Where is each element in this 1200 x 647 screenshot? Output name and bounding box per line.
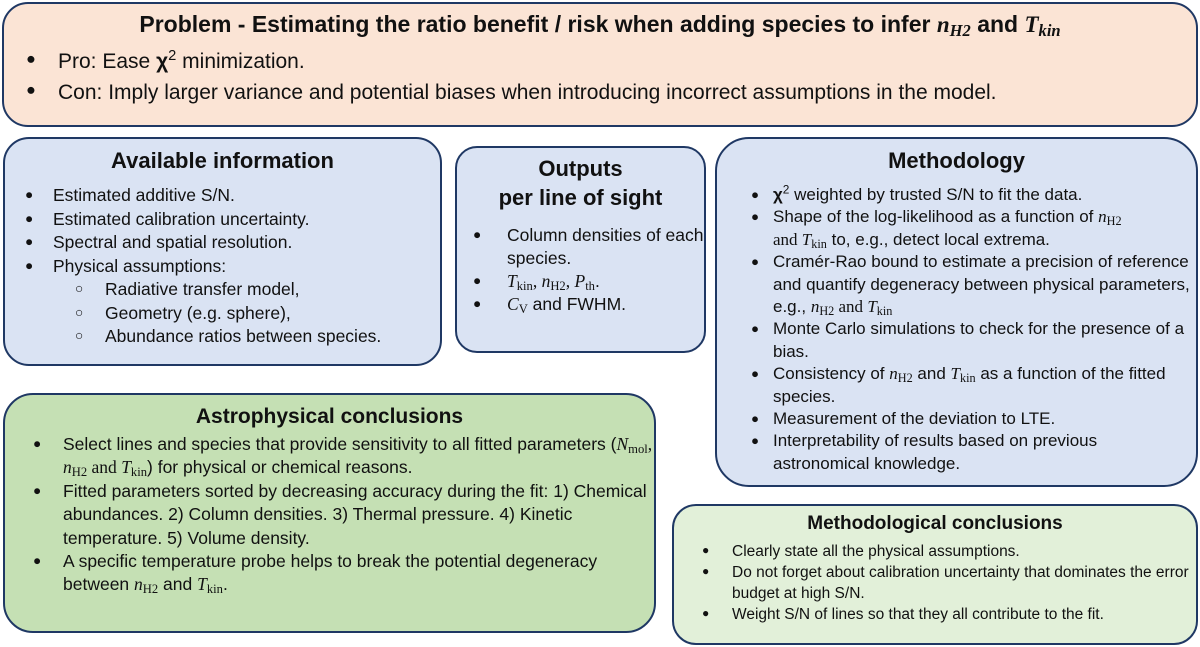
list-item: Fitted parameters sorted by decreasing a… xyxy=(33,480,654,550)
astrophysical-conclusions-title: Astrophysical conclusions xyxy=(195,405,464,428)
list-item: Consistency of nH2 and Tkin as a functio… xyxy=(751,363,1196,408)
list-item: CV and FWHM. xyxy=(473,293,704,316)
list-item: Tkin, nH2, Pth. xyxy=(473,270,704,293)
problem-list: Pro: Ease χ2 minimization. Con: Imply la… xyxy=(26,46,1196,108)
available-information-box: Available information Estimated additive… xyxy=(3,137,442,366)
symbol-n-h2: nH2 xyxy=(936,12,971,41)
astrophysical-conclusions-list: Select lines and species that provide se… xyxy=(33,433,654,597)
methodology-list: χ2 weighted by trusted S/N to fit the da… xyxy=(751,184,1196,475)
list-item: Do not forget about calibration uncertai… xyxy=(702,562,1196,604)
methodology-box: Methodology χ2 weighted by trusted S/N t… xyxy=(715,137,1198,487)
list-item: Weight S/N of lines so that they all con… xyxy=(702,604,1196,625)
outputs-list: Column densities of each species. Tkin, … xyxy=(473,224,704,316)
available-information-title: Available information xyxy=(111,148,334,173)
methodological-conclusions-title: Methodological conclusions xyxy=(807,513,1063,534)
methodological-conclusions-list: Clearly state all the physical assumptio… xyxy=(702,541,1196,625)
list-item: Physical assumptions: xyxy=(25,255,440,279)
list-item: Shape of the log-likelihood as a functio… xyxy=(751,206,1196,251)
outputs-box: Outputs per line of sight Column densiti… xyxy=(455,146,706,353)
problem-title: Problem - Estimating the ratio benefit /… xyxy=(139,11,1061,41)
available-information-list: Estimated additive S/N. Estimated calibr… xyxy=(25,184,440,349)
list-item: Interpretability of results based on pre… xyxy=(751,430,1196,475)
list-item: A specific temperature probe helps to br… xyxy=(33,550,654,597)
list-item: Measurement of the deviation to LTE. xyxy=(751,408,1196,430)
sub-list-item: Radiative transfer model, xyxy=(25,278,440,302)
methodological-conclusions-box: Methodological conclusions Clearly state… xyxy=(672,504,1198,645)
list-item: Spectral and spatial resolution. xyxy=(25,231,440,255)
problem-box: Problem - Estimating the ratio benefit /… xyxy=(2,2,1198,127)
list-item: Column densities of each species. xyxy=(473,224,704,270)
sub-list-item: Geometry (e.g. sphere), xyxy=(25,302,440,326)
symbol-t-kin: Tkin xyxy=(1024,12,1061,41)
outputs-title: Outputs per line of sight xyxy=(498,156,663,210)
list-item: Select lines and species that provide se… xyxy=(33,433,654,480)
list-item-con: Con: Imply larger variance and potential… xyxy=(26,77,1196,108)
sub-list-item: Abundance ratios between species. xyxy=(25,325,440,349)
list-item: Estimated additive S/N. xyxy=(25,184,440,208)
list-item: Estimated calibration uncertainty. xyxy=(25,208,440,232)
list-item: Cramér-Rao bound to estimate a precision… xyxy=(751,251,1196,318)
list-item: Clearly state all the physical assumptio… xyxy=(702,541,1196,562)
list-item: χ2 weighted by trusted S/N to fit the da… xyxy=(751,184,1196,207)
list-item-pro: Pro: Ease χ2 minimization. xyxy=(26,46,1196,77)
methodology-title: Methodology xyxy=(888,148,1025,173)
astrophysical-conclusions-box: Astrophysical conclusions Select lines a… xyxy=(3,393,656,633)
list-item: Monte Carlo simulations to check for the… xyxy=(751,318,1196,363)
